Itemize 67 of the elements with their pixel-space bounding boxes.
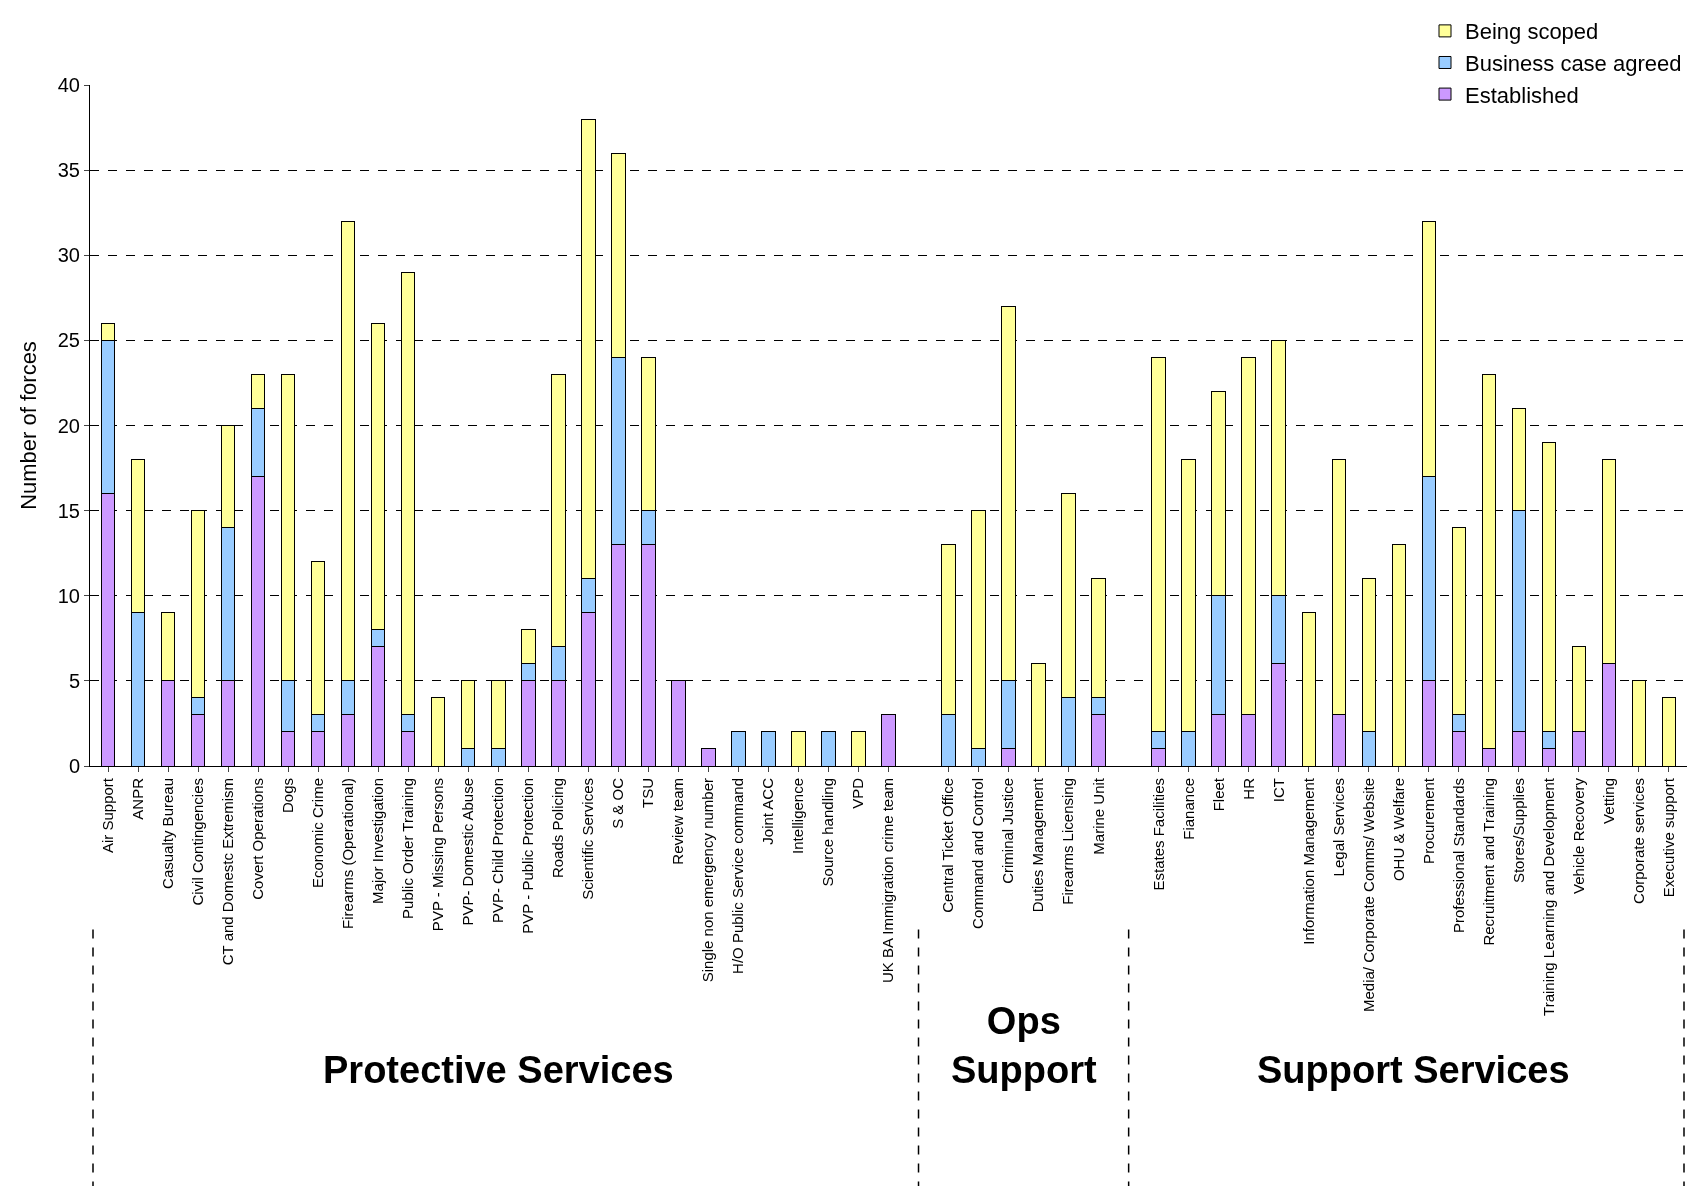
text: Ops Support: [951, 1000, 1097, 1092]
x-tick-label: H/O Public Service command: [729, 778, 747, 974]
y-tick-label: 35: [57, 159, 80, 182]
x-tick-label: Fianance: [1179, 778, 1197, 840]
x-tick-label: Firearms Licensing: [1059, 778, 1077, 905]
x-tick-label: VPD: [849, 777, 867, 809]
x-tick-label: Central Ticket Office: [939, 778, 957, 913]
text: Protective Services: [323, 1049, 674, 1091]
y-tick-label: 0: [68, 755, 80, 777]
x-tick-label: PVP- Domestic Abuse: [459, 778, 477, 926]
legend-label: Being scoped: [1465, 19, 1599, 45]
x-tick-label: Single non emergency number: [699, 778, 717, 983]
legend-label: Business case agreed: [1465, 51, 1682, 77]
y-tick-label: 30: [57, 244, 80, 267]
legend-label: Established: [1465, 82, 1579, 108]
x-tick-label: Procurement: [1419, 777, 1437, 864]
x-tick-label: Joint ACC: [759, 777, 777, 845]
x-tick-label: HR: [1239, 777, 1257, 800]
x-tick-label: Public Order Training: [399, 778, 417, 919]
x-tick-label: Vetting: [1599, 778, 1617, 824]
y-tick-label: 10: [57, 584, 80, 607]
x-tick-label: UK BA Immigration crime team: [879, 778, 897, 984]
x-tick-label: Covert Operations: [248, 778, 266, 900]
x-tick-label: PVP - Public Protection: [519, 778, 537, 934]
x-tick-label: Economic Crime: [309, 778, 327, 889]
x-tick-label: Recruitment and Training: [1479, 778, 1497, 946]
x-tick-label: Review team: [669, 778, 687, 865]
x-tick-label: Fleet: [1209, 777, 1227, 812]
x-tick-label: Source handling: [819, 778, 837, 887]
x-tick-label: Roads Policing: [549, 778, 567, 879]
x-tick-label: Information Management: [1299, 777, 1317, 945]
y-axis-title: Number of forces: [15, 341, 41, 510]
x-tick-label: Major Investigation: [369, 778, 387, 904]
x-tick-label: Criminal Justice: [999, 778, 1017, 884]
x-tick-label: Corporate services: [1629, 778, 1647, 904]
x-tick-label: Estates Facilities: [1149, 778, 1167, 891]
x-tick-label: CT and Domestc Extremism: [218, 778, 236, 966]
x-tick-label: Scientific Services: [579, 778, 597, 900]
y-tick-label: 15: [57, 499, 80, 522]
x-tick-label: Casualty Bureau: [158, 778, 176, 889]
text: Support Services: [1257, 1049, 1570, 1091]
x-tick-label: Professional Standards: [1449, 778, 1467, 934]
x-tick-label: S & OC: [609, 777, 627, 829]
x-tick-label: Media/ Corporate Comms/ Website: [1359, 778, 1377, 1012]
x-tick-label: Duties Management: [1029, 777, 1047, 913]
y-tick-label: 25: [57, 329, 80, 352]
x-tick-label: Vehicle Recovery: [1569, 777, 1587, 894]
x-tick-label: Command and Control: [969, 778, 987, 929]
x-tick-label: Executive support: [1659, 777, 1677, 898]
x-tick-label: ICT: [1269, 778, 1287, 803]
y-tick-label: 20: [57, 414, 80, 437]
x-tick-label: OHU & Welfare: [1389, 778, 1407, 882]
x-tick-label: Intelligence: [789, 778, 807, 854]
x-tick-label: Civil Contingencies: [188, 778, 206, 906]
x-tick-label: PVP- Child Protection: [489, 778, 507, 924]
x-tick-label: ANPR: [128, 777, 146, 820]
x-tick-label: TSU: [639, 778, 657, 808]
x-tick-label: Legal Services: [1329, 778, 1347, 877]
y-tick-label: 5: [68, 669, 80, 692]
x-tick-label: Firearms (Operational): [339, 778, 357, 929]
x-tick-label: Dogs: [278, 778, 296, 814]
x-tick-label: Stores/Supplies: [1509, 778, 1527, 884]
x-tick-label: Air Support: [98, 777, 116, 854]
x-tick-label: PVP - Missing Persons: [429, 778, 447, 932]
x-tick-label: Marine Unit: [1089, 777, 1107, 855]
y-tick-label: 40: [57, 74, 80, 96]
x-tick-label: Training Learning and Development: [1539, 777, 1557, 1016]
